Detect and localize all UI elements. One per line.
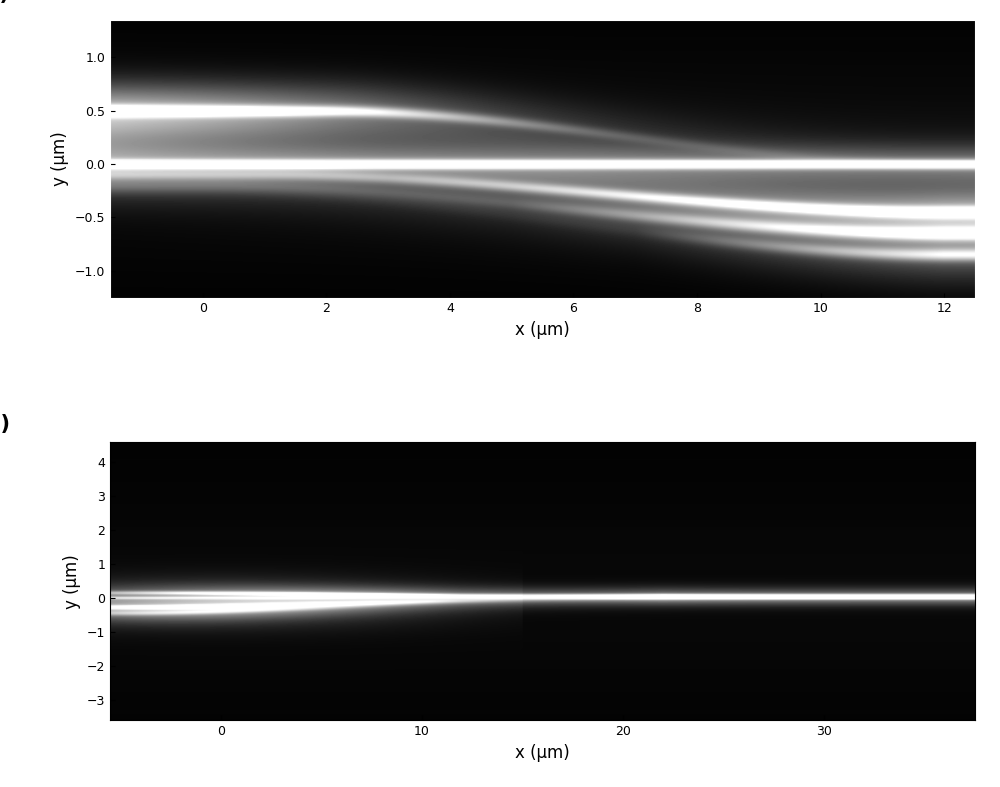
X-axis label: x (μm): x (μm) (515, 321, 570, 339)
Text: (a): (a) (0, 0, 9, 4)
Text: (b): (b) (0, 415, 10, 434)
Y-axis label: y (μm): y (μm) (63, 554, 81, 608)
X-axis label: x (μm): x (μm) (515, 744, 570, 762)
Y-axis label: y (μm): y (μm) (51, 131, 69, 186)
